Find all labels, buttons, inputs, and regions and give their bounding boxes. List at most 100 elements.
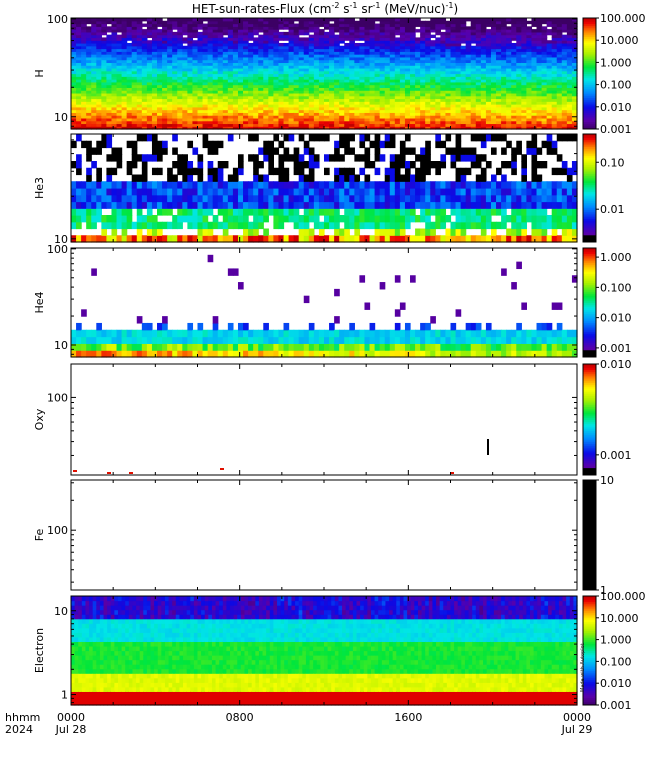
heatmap-cell <box>278 195 284 202</box>
y-tick-label: 100 <box>47 13 68 26</box>
heatmap-cell <box>542 26 548 29</box>
heatmap-cell <box>344 18 350 21</box>
heatmap-cell <box>354 175 360 182</box>
heatmap-cell <box>243 18 249 21</box>
heatmap-cell <box>157 18 163 21</box>
heatmap-cell <box>111 188 117 195</box>
heatmap-cell <box>258 161 264 168</box>
heatmap-cell <box>294 181 300 188</box>
heatmap-cell <box>425 222 431 229</box>
heatmap-cell <box>304 188 310 195</box>
heatmap-cell <box>415 215 421 222</box>
heatmap-cell <box>405 168 411 175</box>
heatmap-cell <box>304 141 310 148</box>
heatmap-cell <box>117 18 123 21</box>
heatmap-cell <box>122 208 128 215</box>
heatmap-cell <box>238 202 244 209</box>
heatmap-cell <box>466 188 472 195</box>
heatmap-cell <box>461 229 467 236</box>
heatmap-cell <box>359 215 365 222</box>
heatmap-cell <box>273 215 279 222</box>
heatmap-cell <box>349 18 355 21</box>
heatmap-cell <box>122 229 128 236</box>
heatmap-cell <box>167 188 173 195</box>
heatmap-cell <box>127 235 133 242</box>
heatmap-cell <box>76 168 82 175</box>
heatmap-cell <box>476 195 482 202</box>
heatmap-cell <box>380 188 386 195</box>
heatmap-cell <box>284 235 290 242</box>
heatmap-cell <box>223 161 229 168</box>
heatmap-cell <box>456 222 462 229</box>
heatmap-cell <box>248 222 254 229</box>
heatmap-cell <box>420 154 426 161</box>
heatmap-cell <box>81 235 87 242</box>
heatmap-cell <box>86 208 92 215</box>
heatmap-cell <box>162 188 168 195</box>
heatmap-cell <box>147 235 153 242</box>
heatmap-cell <box>314 134 320 141</box>
heatmap-cell <box>339 188 345 195</box>
heatmap-cell <box>86 154 92 161</box>
heatmap-cell <box>405 181 411 188</box>
heatmap-cell <box>157 141 163 148</box>
heatmap-cell <box>334 229 340 236</box>
heatmap-cell <box>91 181 97 188</box>
heatmap-cell <box>395 229 401 236</box>
heatmap-cell <box>142 222 148 229</box>
heatmap-cell <box>304 175 310 182</box>
heatmap-cell <box>400 208 406 215</box>
heatmap-cell <box>415 188 421 195</box>
heatmap-cell <box>187 18 193 21</box>
heatmap-cell <box>172 188 178 195</box>
heatmap-cell <box>380 222 386 229</box>
heatmap-cell <box>390 235 396 242</box>
heatmap-cell <box>329 208 335 215</box>
heatmap-cell <box>187 235 193 242</box>
heatmap-cell <box>314 222 320 229</box>
heatmap-cell <box>314 215 320 222</box>
heatmap-cell <box>284 181 290 188</box>
heatmap-cell <box>304 148 310 155</box>
heatmap-cell <box>162 235 168 242</box>
heatmap-cell <box>461 168 467 175</box>
heatmap-cell <box>142 188 148 195</box>
heatmap-cell <box>370 202 376 209</box>
heatmap-cell <box>289 208 295 215</box>
heatmap-cell <box>208 148 214 155</box>
heatmap-cell <box>203 188 209 195</box>
heatmap-cell <box>172 215 178 222</box>
heatmap-cell <box>278 235 284 242</box>
heatmap-cell <box>289 134 295 141</box>
heatmap-cell <box>111 154 117 161</box>
heatmap-cell <box>187 222 193 229</box>
heatmap-cell <box>359 195 365 202</box>
heatmap-cell <box>349 235 355 242</box>
heatmap-cell <box>451 181 457 188</box>
heatmap-cell <box>167 175 173 182</box>
heatmap-cell <box>117 235 123 242</box>
heatmap-cell <box>213 222 219 229</box>
heatmap-cell <box>461 18 467 21</box>
heatmap-cell <box>324 222 330 229</box>
heatmap-cell <box>405 134 411 141</box>
heatmap-cell <box>273 202 279 209</box>
heatmap-cell <box>253 235 259 242</box>
heatmap-cell <box>466 215 472 222</box>
heatmap-cell <box>253 175 259 182</box>
heatmap-cell <box>400 235 406 242</box>
heatmap-cell <box>425 195 431 202</box>
heatmap-cell <box>415 181 421 188</box>
heatmap-cell <box>192 202 198 209</box>
heatmap-cell <box>238 188 244 195</box>
heatmap-cell <box>182 215 188 222</box>
heatmap-cell <box>466 168 472 175</box>
heatmap-cell <box>187 215 193 222</box>
heatmap-cell <box>96 141 102 148</box>
heatmap-cell <box>461 222 467 229</box>
heatmap-cell <box>258 222 264 229</box>
heatmap-cell <box>182 181 188 188</box>
heatmap-cell <box>268 154 274 161</box>
heatmap-cell <box>385 168 391 175</box>
